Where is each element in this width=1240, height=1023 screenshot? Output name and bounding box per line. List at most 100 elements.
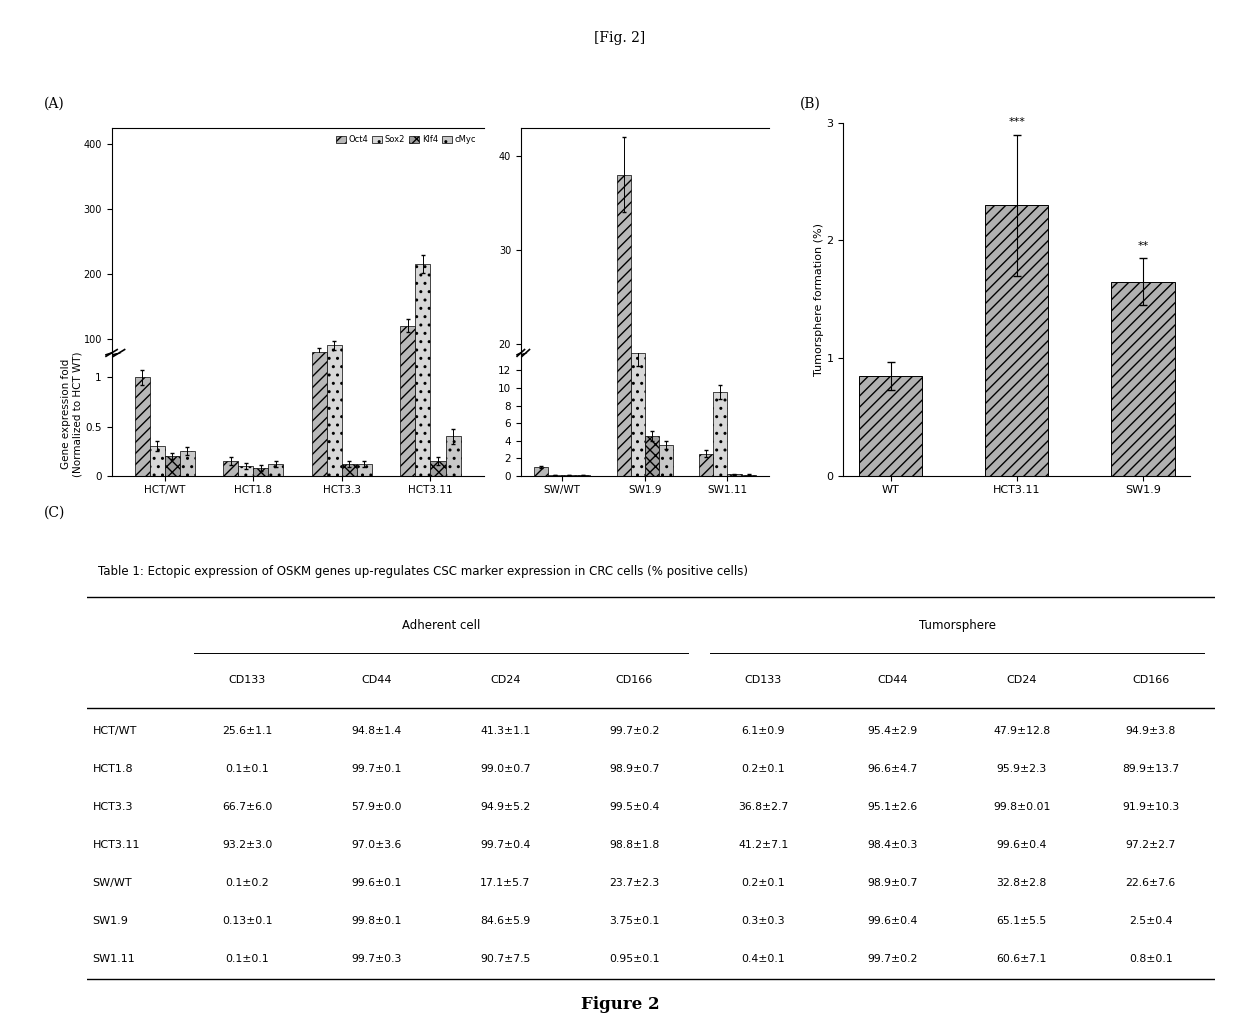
Text: CD133: CD133 bbox=[228, 675, 265, 685]
Bar bbox=[268, 463, 284, 476]
Text: 57.9±0.0: 57.9±0.0 bbox=[351, 802, 402, 812]
Bar bbox=[1111, 281, 1174, 476]
Bar bbox=[742, 475, 755, 476]
Text: **: ** bbox=[1137, 241, 1148, 251]
Text: 47.9±12.8: 47.9±12.8 bbox=[993, 725, 1050, 736]
Text: 0.95±0.1: 0.95±0.1 bbox=[609, 954, 660, 964]
Bar bbox=[327, 0, 342, 476]
Text: 2.5±0.4: 2.5±0.4 bbox=[1128, 916, 1172, 926]
Bar bbox=[742, 530, 755, 531]
Text: 99.0±0.7: 99.0±0.7 bbox=[480, 764, 531, 773]
Text: 0.8±0.1: 0.8±0.1 bbox=[1128, 954, 1173, 964]
Text: 95.1±2.6: 95.1±2.6 bbox=[868, 802, 918, 812]
Text: 0.2±0.1: 0.2±0.1 bbox=[742, 764, 785, 773]
Text: CD44: CD44 bbox=[877, 675, 908, 685]
Text: 99.8±0.1: 99.8±0.1 bbox=[351, 916, 402, 926]
Y-axis label: Gene expression fold
(Normalized to HCT WT): Gene expression fold (Normalized to HCT … bbox=[61, 352, 83, 477]
Bar bbox=[713, 442, 728, 531]
Text: 99.5±0.4: 99.5±0.4 bbox=[609, 802, 660, 812]
Text: CD166: CD166 bbox=[616, 675, 653, 685]
Text: CD44: CD44 bbox=[361, 675, 392, 685]
Text: Table 1: Ectopic expression of OSKM genes up-regulates CSC marker expression in : Table 1: Ectopic expression of OSKM gene… bbox=[98, 565, 748, 578]
Bar bbox=[645, 489, 658, 531]
Y-axis label: Tumorsphere formation (%): Tumorsphere formation (%) bbox=[813, 223, 823, 375]
Text: Adherent cell: Adherent cell bbox=[402, 619, 480, 631]
Text: 94.8±1.4: 94.8±1.4 bbox=[351, 725, 402, 736]
Text: SW/WT: SW/WT bbox=[93, 878, 133, 888]
Text: 93.2±3.0: 93.2±3.0 bbox=[222, 840, 273, 850]
Bar bbox=[327, 345, 342, 403]
Text: 32.8±2.8: 32.8±2.8 bbox=[997, 878, 1047, 888]
Text: 0.3±0.3: 0.3±0.3 bbox=[742, 916, 785, 926]
Text: 98.9±0.7: 98.9±0.7 bbox=[609, 764, 660, 773]
Bar bbox=[631, 353, 645, 476]
Bar bbox=[415, 0, 430, 476]
Bar bbox=[223, 461, 238, 476]
Text: 84.6±5.9: 84.6±5.9 bbox=[480, 916, 531, 926]
Text: 36.8±2.7: 36.8±2.7 bbox=[738, 802, 789, 812]
Bar bbox=[859, 375, 923, 476]
Text: 99.7±0.1: 99.7±0.1 bbox=[351, 764, 402, 773]
Text: 65.1±5.5: 65.1±5.5 bbox=[997, 916, 1047, 926]
Text: 66.7±6.0: 66.7±6.0 bbox=[222, 802, 273, 812]
Text: 89.9±13.7: 89.9±13.7 bbox=[1122, 764, 1179, 773]
Text: 60.6±7.1: 60.6±7.1 bbox=[997, 954, 1047, 964]
Bar bbox=[165, 456, 180, 476]
Text: 99.7±0.4: 99.7±0.4 bbox=[480, 840, 531, 850]
Text: 99.8±0.01: 99.8±0.01 bbox=[993, 802, 1050, 812]
Text: [Fig. 2]: [Fig. 2] bbox=[594, 31, 646, 45]
Bar bbox=[342, 463, 357, 476]
Bar bbox=[713, 393, 728, 476]
Bar bbox=[401, 325, 415, 403]
Text: 99.7±0.2: 99.7±0.2 bbox=[867, 954, 918, 964]
Text: 0.1±0.1: 0.1±0.1 bbox=[226, 764, 269, 773]
Bar bbox=[699, 507, 713, 531]
Bar bbox=[150, 446, 165, 476]
Text: 23.7±2.3: 23.7±2.3 bbox=[609, 878, 660, 888]
Text: 0.2±0.1: 0.2±0.1 bbox=[742, 878, 785, 888]
Text: 95.4±2.9: 95.4±2.9 bbox=[868, 725, 918, 736]
Text: 41.2±7.1: 41.2±7.1 bbox=[738, 840, 789, 850]
Bar bbox=[415, 264, 430, 403]
Bar bbox=[180, 451, 195, 476]
Bar bbox=[728, 475, 742, 476]
Text: 96.6±4.7: 96.6±4.7 bbox=[868, 764, 918, 773]
Bar bbox=[631, 400, 645, 531]
Text: 41.3±1.1: 41.3±1.1 bbox=[480, 725, 531, 736]
Text: (C): (C) bbox=[43, 505, 64, 520]
Text: ***: *** bbox=[1008, 118, 1025, 128]
Text: SW1.11: SW1.11 bbox=[93, 954, 135, 964]
Bar bbox=[699, 454, 713, 476]
Text: 99.6±0.4: 99.6±0.4 bbox=[997, 840, 1047, 850]
Text: 17.1±5.7: 17.1±5.7 bbox=[480, 878, 531, 888]
Text: CD166: CD166 bbox=[1132, 675, 1169, 685]
Text: 0.13±0.1: 0.13±0.1 bbox=[222, 916, 273, 926]
Text: 25.6±1.1: 25.6±1.1 bbox=[222, 725, 273, 736]
Text: 94.9±5.2: 94.9±5.2 bbox=[480, 802, 531, 812]
Text: HCT/WT: HCT/WT bbox=[93, 725, 136, 736]
Text: 3.75±0.1: 3.75±0.1 bbox=[609, 916, 660, 926]
Bar bbox=[728, 530, 742, 531]
Text: 94.9±3.8: 94.9±3.8 bbox=[1126, 725, 1176, 736]
Text: 99.6±0.1: 99.6±0.1 bbox=[351, 878, 402, 888]
Bar bbox=[238, 465, 253, 476]
Text: 99.6±0.4: 99.6±0.4 bbox=[867, 916, 918, 926]
Text: 90.7±7.5: 90.7±7.5 bbox=[480, 954, 531, 964]
Text: 91.9±10.3: 91.9±10.3 bbox=[1122, 802, 1179, 812]
Legend: Oct4, Sox2, Klf4, cMyc: Oct4, Sox2, Klf4, cMyc bbox=[332, 132, 480, 147]
Text: SW1.9: SW1.9 bbox=[93, 916, 128, 926]
Text: 0.1±0.1: 0.1±0.1 bbox=[226, 954, 269, 964]
Bar bbox=[534, 466, 548, 476]
Text: 98.9±0.7: 98.9±0.7 bbox=[867, 878, 918, 888]
Text: 99.7±0.2: 99.7±0.2 bbox=[609, 725, 660, 736]
Text: CD133: CD133 bbox=[745, 675, 782, 685]
Text: CD24: CD24 bbox=[1007, 675, 1037, 685]
Text: Tumorsphere: Tumorsphere bbox=[919, 619, 996, 631]
Text: 0.4±0.1: 0.4±0.1 bbox=[742, 954, 785, 964]
Bar bbox=[658, 498, 673, 531]
Text: HCT3.11: HCT3.11 bbox=[93, 840, 140, 850]
Text: CD24: CD24 bbox=[490, 675, 521, 685]
Bar bbox=[401, 0, 415, 476]
Text: (A): (A) bbox=[43, 96, 64, 110]
Text: 95.9±2.3: 95.9±2.3 bbox=[997, 764, 1047, 773]
